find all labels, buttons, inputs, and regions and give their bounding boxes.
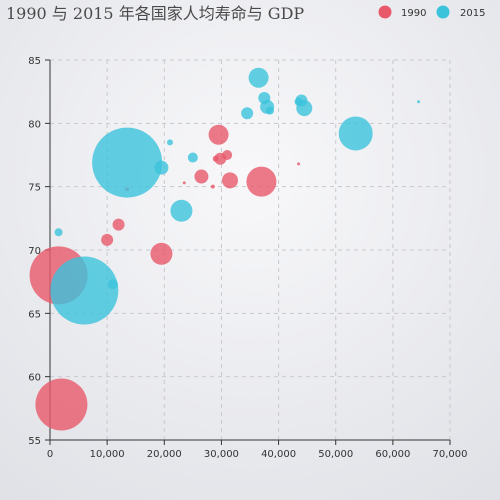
bubble-1990 [246,166,277,197]
bubble-2015 [248,67,269,88]
bubble-2015 [241,107,254,120]
bubble-1990 [150,242,173,265]
x-tick-label: 50,000 [318,449,353,460]
bubble-1990 [222,150,233,160]
bubbles [29,67,421,431]
legend-marker-2015 [436,5,450,19]
bubble-1990 [101,233,114,246]
bubble-1990 [35,378,88,431]
legend-label-2015: 2015 [460,8,485,19]
bubble-1990 [208,124,229,145]
bubble-1990 [194,169,209,184]
bubble-2015 [417,100,421,104]
bubble-2015 [50,256,119,325]
y-tick-label: 70 [28,246,41,257]
x-tick-label: 40,000 [261,449,296,460]
y-tick-label: 60 [28,373,41,384]
chart-title: 1990 与 2015 年各国家人均寿命与 GDP [6,4,304,23]
bubble-2015 [167,139,173,146]
y-tick-label: 75 [28,183,41,194]
bubble-2015 [296,100,313,117]
legend-label-1990: 1990 [401,8,426,19]
x-tick-label: 0 [47,449,53,460]
y-tick-label: 65 [28,309,41,320]
bubble-1990 [112,218,125,231]
bubble-2015 [154,160,169,175]
x-tick-label: 60,000 [375,449,410,460]
bubble-2015 [54,228,63,237]
series-2015 [50,67,421,325]
y-tick-label: 80 [28,119,41,130]
bubble-2015 [170,199,193,222]
bubble-2015 [266,106,274,115]
bubble-2015 [107,279,118,290]
y-tick-label: 55 [28,436,41,447]
legend-item-1990[interactable]: 1990 [378,5,427,20]
bubble-1990 [182,181,186,185]
chart-legend: 1990 2015 [378,5,486,20]
legend-item-2015[interactable]: 2015 [436,5,486,20]
bubble-2015 [187,152,198,163]
legend-marker-1990 [378,5,392,19]
x-tick-label: 20,000 [147,449,182,460]
bubble-1990 [297,162,301,166]
bubble-2015 [338,116,373,151]
x-tick-label: 10,000 [90,449,125,460]
bubble-1990 [210,184,215,189]
x-tick-label: 30,000 [204,449,239,460]
bubble-2015 [92,127,163,198]
x-tick-label: 70,000 [433,449,468,460]
y-tick-label: 85 [28,56,41,67]
bubble-1990 [222,172,238,189]
